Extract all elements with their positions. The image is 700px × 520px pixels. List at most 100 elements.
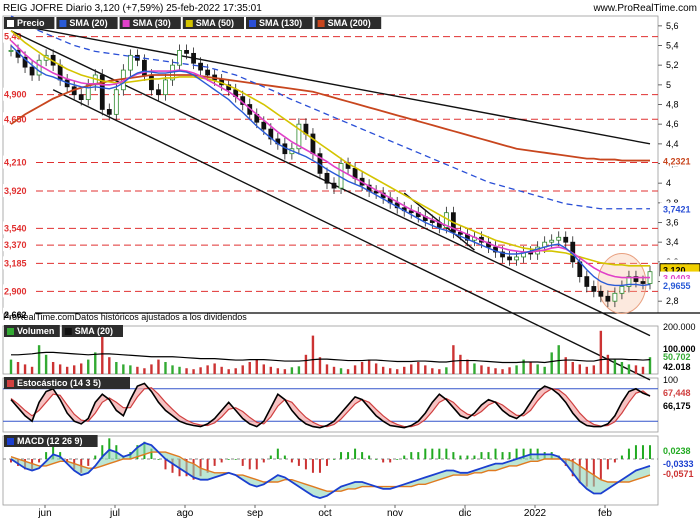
- volume-bar: [410, 364, 413, 374]
- volume-bar: [466, 359, 469, 374]
- level-box: [3, 307, 35, 321]
- volume-bar: [150, 364, 153, 374]
- macd-hist-bar: [620, 455, 623, 459]
- legend-label: SMA (130): [259, 18, 302, 28]
- candle-body: [458, 231, 463, 235]
- volume-bar: [522, 359, 525, 374]
- macd-hist-bar: [347, 452, 350, 459]
- volume-bar: [178, 366, 181, 374]
- candle-body: [619, 286, 625, 294]
- volume-bar: [648, 357, 652, 374]
- candle-body: [514, 256, 519, 261]
- volume-bar: [388, 368, 392, 374]
- candle-body: [296, 123, 302, 150]
- macd-hist-bar: [290, 459, 293, 463]
- macd-hist-bar: [38, 459, 41, 463]
- macd-hist-bar: [473, 455, 476, 459]
- chart-title: REIG JOFRE Diario 3,120 (+7,59%) 25-feb-…: [3, 3, 262, 14]
- panel-frame-2: [2, 377, 659, 433]
- level-label: 3,920: [4, 186, 27, 196]
- candle-body: [507, 256, 512, 261]
- volume-bar: [381, 366, 385, 374]
- macd-hist-bar: [318, 459, 321, 473]
- candle-body: [22, 56, 28, 68]
- site-url[interactable]: www.ProRealTime.com: [592, 3, 697, 14]
- level-box: [3, 87, 35, 101]
- x-tick-label: sep: [247, 508, 264, 519]
- volume-bar: [339, 368, 343, 374]
- y-tick-label: 2,8: [666, 296, 679, 306]
- legend-label: SMA (200): [328, 18, 371, 28]
- macd-hist-bar: [501, 452, 504, 459]
- volume-bar: [276, 368, 280, 374]
- macd-hist-bar: [164, 459, 167, 470]
- stoch-axis-label: 66,175: [663, 401, 691, 411]
- macd-hist-bar: [157, 459, 160, 460]
- candle-body: [598, 290, 604, 297]
- volume-bar: [23, 364, 27, 374]
- candle-body: [429, 220, 435, 223]
- level-box: [3, 184, 35, 198]
- legend-entry: [61, 325, 123, 337]
- candle-body: [640, 281, 646, 284]
- volume-sma-line: [11, 351, 651, 364]
- volume-bar: [262, 364, 265, 374]
- volume-bar: [571, 362, 574, 374]
- macd-hist-bar: [522, 448, 525, 459]
- macd-hist-bar: [297, 459, 300, 466]
- volume-bar: [157, 359, 160, 374]
- level-box: [3, 155, 35, 169]
- volume-bar: [234, 368, 237, 374]
- macd-hist-bar: [171, 459, 174, 473]
- y-tick-label: 4: [666, 178, 671, 188]
- volume-bar: [311, 335, 315, 374]
- panel-frame-1: [2, 325, 659, 375]
- level-label: 2,900: [4, 286, 27, 296]
- macd-hist-bar: [641, 445, 644, 459]
- volume-bar: [80, 363, 83, 374]
- macd-hist-bar: [487, 452, 490, 459]
- candle-body: [191, 52, 196, 64]
- legend-entry: [56, 17, 118, 29]
- level-label: 3,370: [4, 240, 27, 250]
- macd-hist-bar: [276, 448, 279, 459]
- volume-bar: [592, 365, 596, 374]
- volume-bar: [480, 365, 483, 374]
- level-label: 4,900: [4, 90, 27, 100]
- volume-bar: [620, 362, 624, 374]
- value-badge-label: 3,0403: [663, 274, 691, 284]
- x-tick-label: jun: [37, 508, 51, 519]
- volume-bar: [44, 354, 48, 374]
- value-badge: [660, 154, 700, 167]
- volume-bar: [94, 352, 97, 374]
- candle-body: [331, 182, 337, 189]
- legend-entry: [4, 435, 98, 447]
- volume-bar: [185, 368, 188, 374]
- volume-bar: [543, 366, 546, 374]
- candle-body: [556, 236, 562, 241]
- candle-body: [324, 172, 330, 184]
- volume-bar: [87, 359, 90, 374]
- stoch-k-line: [10, 382, 651, 429]
- candle-body: [268, 128, 274, 140]
- volume-bar: [431, 368, 434, 374]
- x-tick-label: ago: [177, 508, 194, 519]
- volume-bar: [227, 369, 230, 374]
- stoch-axis-label: 100: [663, 375, 678, 385]
- candle-body: [127, 54, 133, 71]
- macd-hist-bar: [452, 452, 455, 459]
- volume-bar: [438, 369, 441, 374]
- macd-hist-bar: [304, 459, 307, 470]
- candle-body: [563, 236, 569, 243]
- candle-body: [29, 66, 35, 76]
- volume-bar: [501, 369, 504, 374]
- legend-swatch: [249, 20, 256, 27]
- macd-hist-bar: [269, 455, 272, 459]
- macd-hist-bar: [438, 448, 441, 459]
- macd-hist-bar: [248, 459, 251, 470]
- volume-bar: [332, 366, 336, 374]
- volume-bar: [353, 365, 357, 374]
- level-box: [3, 256, 35, 270]
